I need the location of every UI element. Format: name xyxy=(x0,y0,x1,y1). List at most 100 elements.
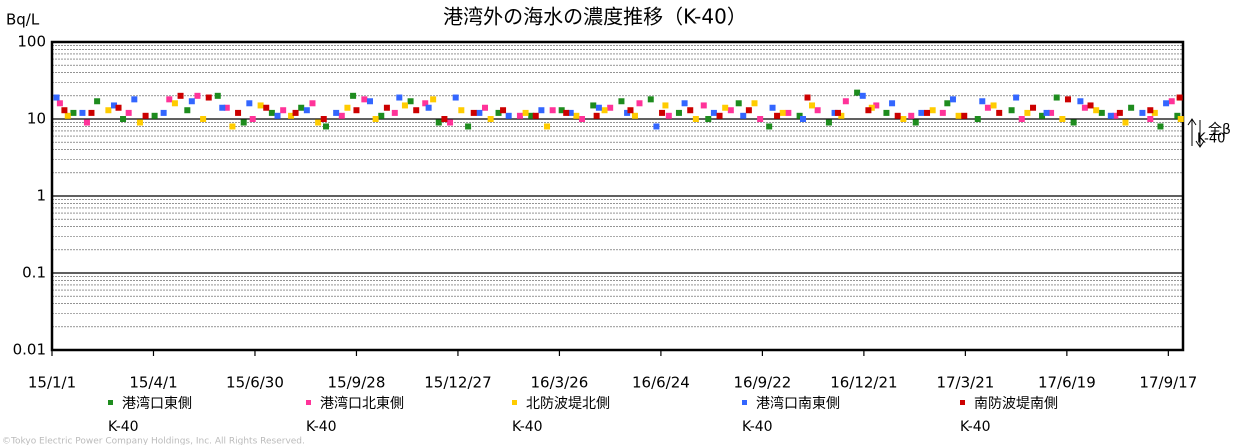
legend-label: 北防波堤北側 K-40 xyxy=(512,396,610,435)
point xyxy=(710,109,717,116)
point xyxy=(1043,109,1050,116)
x-tick-label: 16/9/22 xyxy=(733,374,791,392)
point xyxy=(854,89,861,96)
point xyxy=(838,112,845,119)
point xyxy=(1107,112,1114,119)
x-tick-label: 15/12/27 xyxy=(424,374,491,392)
x-tick-label: 15/9/28 xyxy=(328,374,386,392)
point xyxy=(465,123,472,130)
point xyxy=(61,107,68,114)
point xyxy=(1008,107,1015,114)
point xyxy=(939,109,946,116)
point xyxy=(240,119,247,126)
point xyxy=(1077,98,1084,105)
point xyxy=(700,102,707,109)
plot-frame xyxy=(50,40,1185,352)
point xyxy=(1064,96,1071,103)
point xyxy=(1128,104,1135,111)
point xyxy=(56,100,63,107)
point xyxy=(184,107,191,114)
point xyxy=(831,109,838,116)
point xyxy=(372,116,379,122)
point xyxy=(647,96,654,103)
point xyxy=(659,109,666,116)
point xyxy=(769,104,776,111)
x-tick-label: 17/3/21 xyxy=(936,374,994,392)
point xyxy=(766,123,773,130)
point xyxy=(1039,112,1046,119)
point xyxy=(814,107,821,114)
point xyxy=(378,112,385,119)
point xyxy=(344,104,351,111)
point xyxy=(166,96,173,103)
point xyxy=(636,100,643,107)
point xyxy=(974,116,981,122)
point xyxy=(1163,100,1170,107)
point xyxy=(961,112,968,119)
y-tick-label: 100 xyxy=(17,33,46,51)
point xyxy=(558,107,565,114)
point xyxy=(842,98,849,105)
point xyxy=(1157,123,1164,130)
point xyxy=(1151,109,1158,116)
point xyxy=(1174,112,1181,119)
point xyxy=(323,123,330,130)
point xyxy=(435,119,442,126)
point xyxy=(200,116,207,122)
point xyxy=(422,100,429,107)
x-tick-label: 16/12/21 xyxy=(830,374,897,392)
point xyxy=(171,100,178,107)
point xyxy=(1147,116,1154,122)
point xyxy=(528,112,535,119)
point xyxy=(873,102,880,109)
y-tick-label: 0.01 xyxy=(13,341,46,359)
point xyxy=(83,119,90,126)
point xyxy=(88,109,95,116)
point xyxy=(563,109,570,116)
point xyxy=(735,100,742,107)
point xyxy=(70,109,77,116)
point xyxy=(538,107,545,114)
point xyxy=(627,107,634,114)
point xyxy=(1081,104,1088,111)
point xyxy=(1122,119,1129,126)
point xyxy=(151,112,158,119)
point xyxy=(653,123,660,130)
point xyxy=(532,112,539,119)
point xyxy=(235,109,242,116)
point xyxy=(1139,109,1146,116)
point xyxy=(309,100,316,107)
annotation-arrows xyxy=(1187,118,1205,148)
x-tick-label: 16/6/24 xyxy=(632,374,690,392)
chart-title: 港湾外の海水の濃度推移（K-40） xyxy=(443,5,747,29)
point xyxy=(53,94,60,101)
point xyxy=(505,112,512,119)
point xyxy=(1013,94,1020,101)
point xyxy=(900,116,907,122)
point xyxy=(727,107,734,114)
point xyxy=(662,102,669,109)
point xyxy=(447,119,454,126)
legend-marker xyxy=(512,400,517,405)
point xyxy=(268,109,275,116)
point xyxy=(722,104,729,111)
point xyxy=(1024,109,1031,116)
point xyxy=(757,116,764,122)
footer: ©Tokyo Electric Power Company Holdings, … xyxy=(2,437,305,445)
point xyxy=(955,112,962,119)
point xyxy=(1030,104,1037,111)
point xyxy=(834,109,841,116)
point xyxy=(996,109,1003,116)
point xyxy=(692,116,699,122)
point xyxy=(618,98,625,105)
point xyxy=(687,107,694,114)
point xyxy=(177,92,184,99)
point xyxy=(391,109,398,116)
legend-marker xyxy=(742,400,747,405)
point xyxy=(1018,116,1025,122)
point xyxy=(125,109,132,116)
point xyxy=(595,104,602,111)
point xyxy=(64,112,71,119)
point xyxy=(136,119,143,126)
point xyxy=(1116,109,1123,116)
